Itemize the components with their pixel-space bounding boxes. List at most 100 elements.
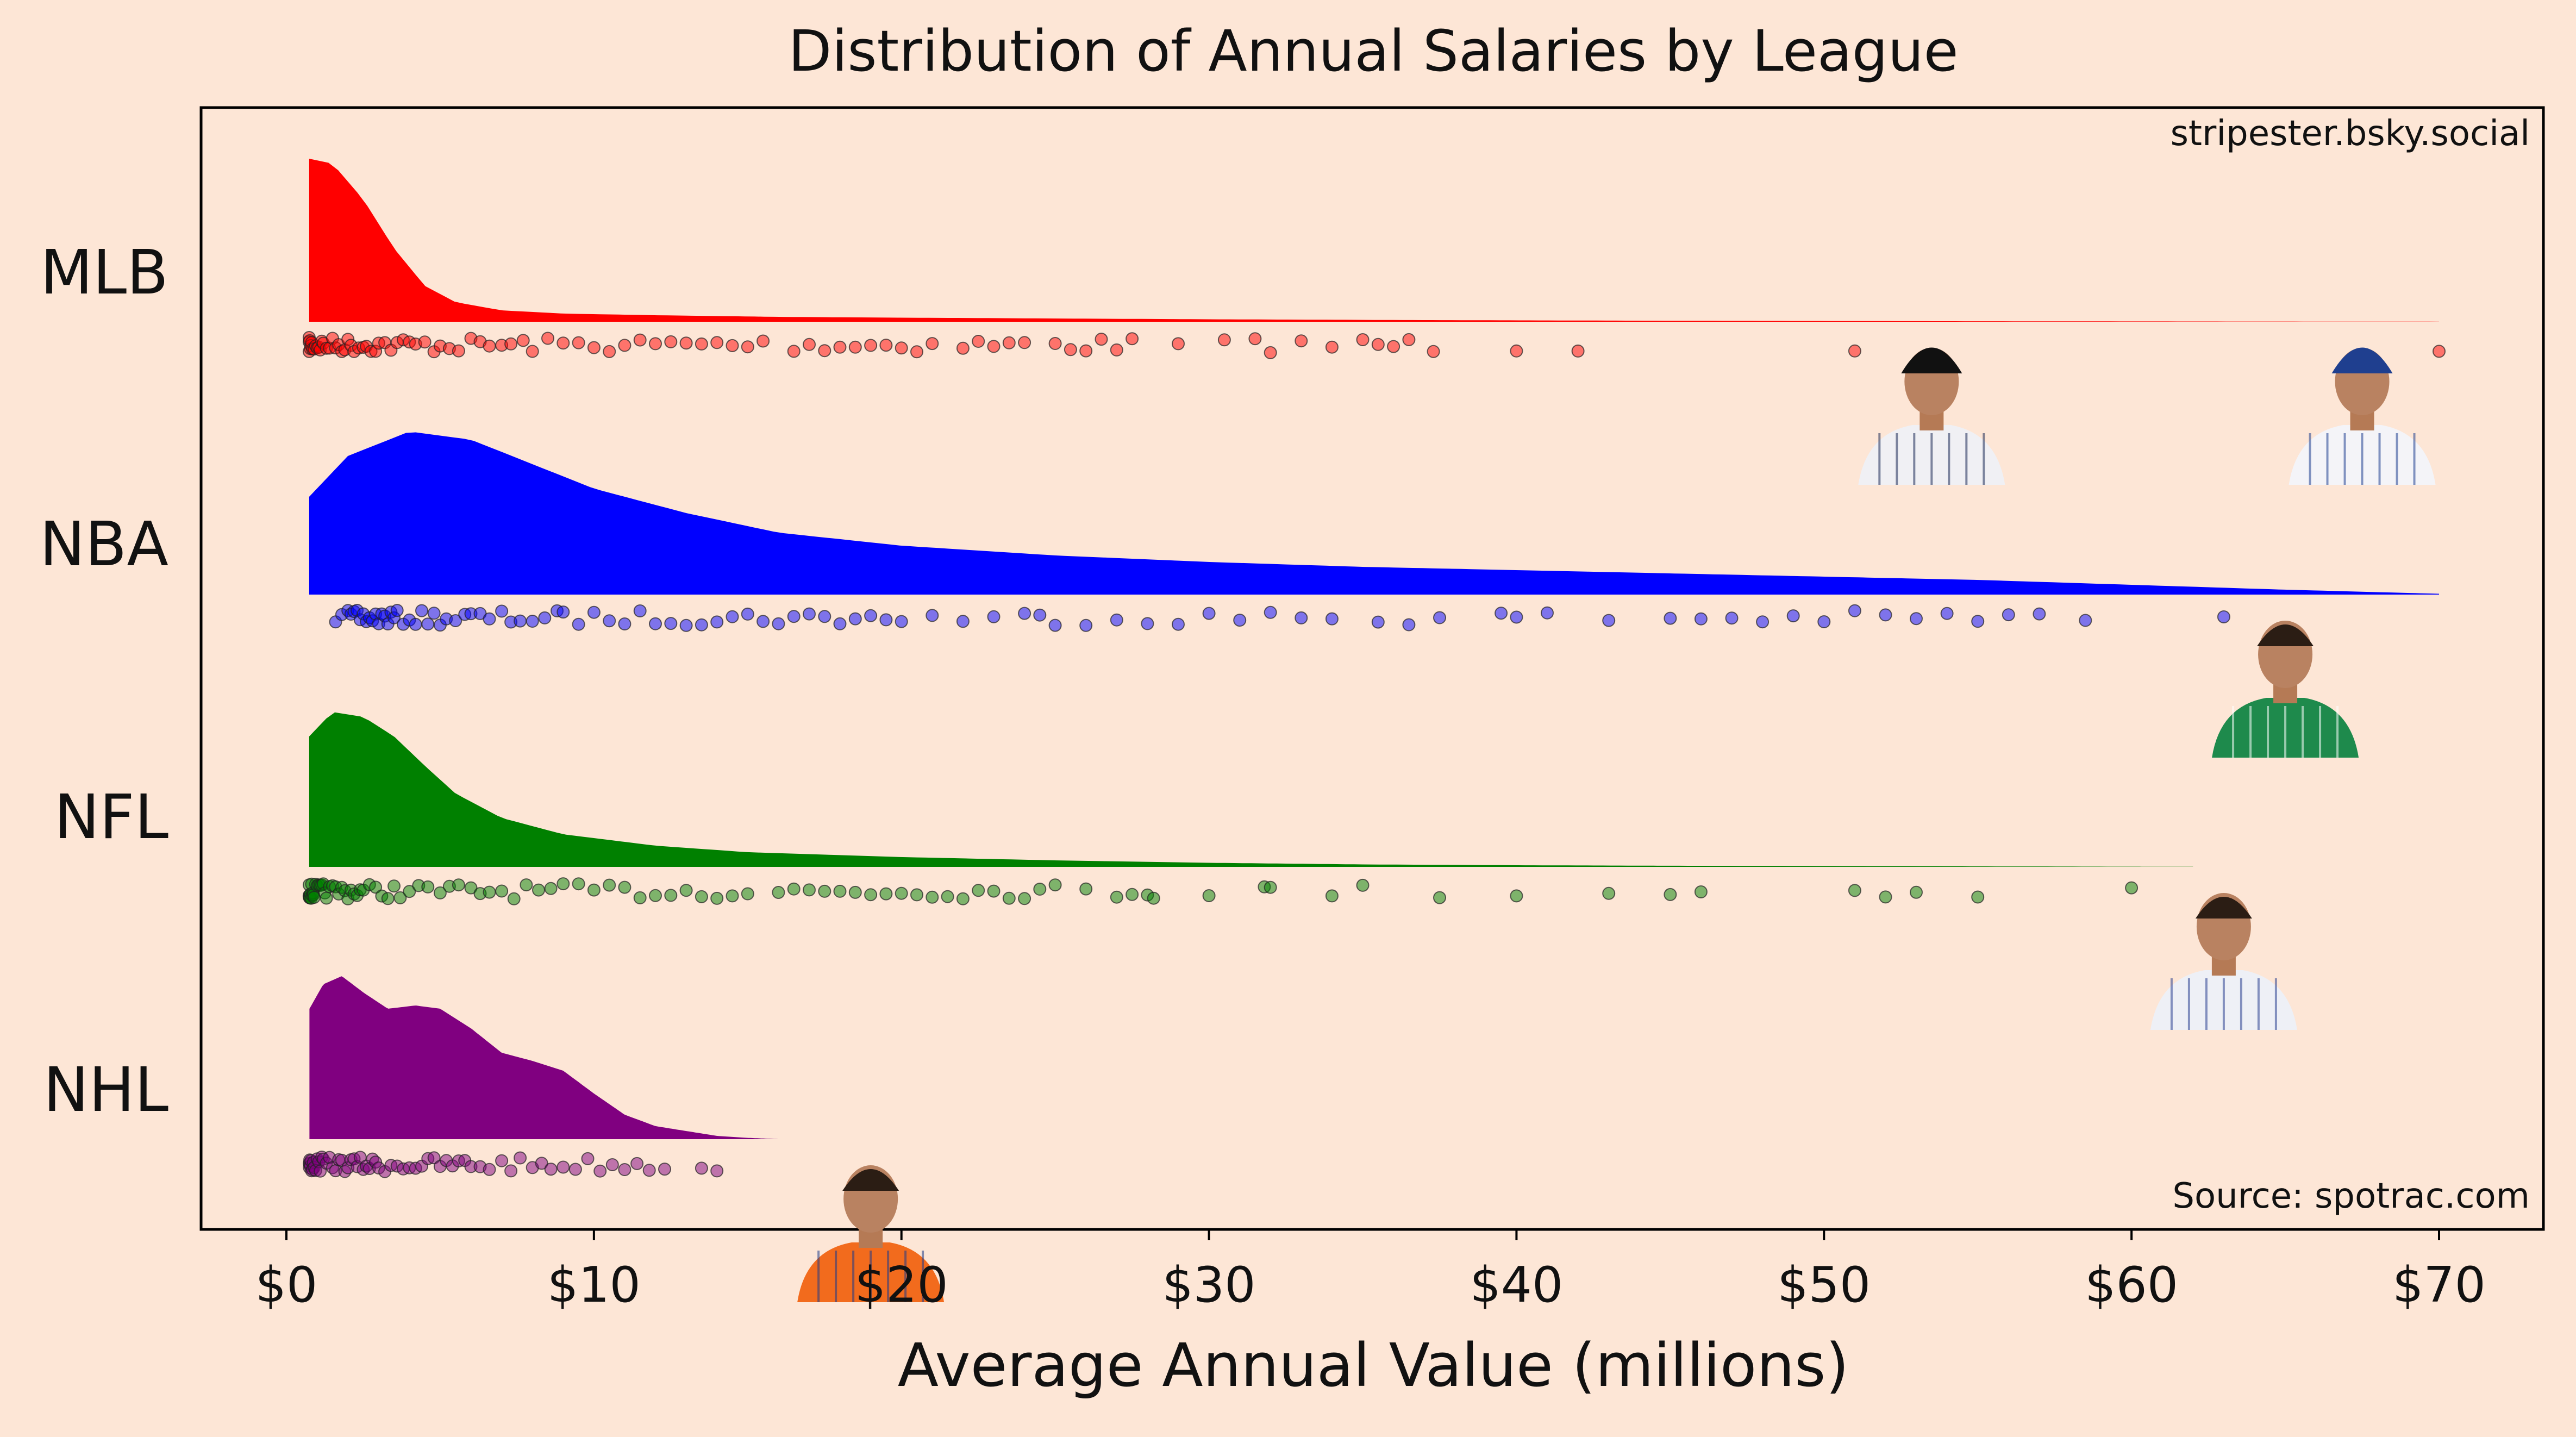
data-point xyxy=(895,341,908,355)
data-point xyxy=(695,890,708,903)
hair xyxy=(842,1169,899,1191)
data-point xyxy=(1879,890,1892,904)
data-point xyxy=(772,617,785,630)
data-point xyxy=(833,340,847,354)
data-point xyxy=(987,340,1001,353)
data-point xyxy=(421,617,435,631)
data-point xyxy=(495,1154,509,1167)
data-point xyxy=(541,332,554,345)
data-point xyxy=(1387,340,1400,353)
data-point xyxy=(695,1161,708,1175)
x-tick-label: $60 xyxy=(2085,1257,2178,1314)
data-point xyxy=(1664,611,1677,625)
data-point xyxy=(483,339,496,353)
data-point xyxy=(1048,618,1062,632)
data-point xyxy=(1510,344,1523,358)
data-point xyxy=(538,611,552,624)
data-point xyxy=(1018,892,1031,905)
data-point xyxy=(2033,607,2046,621)
data-point xyxy=(1110,613,1123,627)
data-point xyxy=(679,884,693,897)
data-point xyxy=(557,605,570,619)
data-point xyxy=(593,1164,607,1178)
data-point xyxy=(507,892,521,905)
chart-title: Distribution of Annual Salaries by Leagu… xyxy=(788,18,1958,84)
data-point xyxy=(658,1163,671,1176)
data-point xyxy=(1126,888,1139,901)
data-point xyxy=(1402,333,1416,346)
density-nba xyxy=(309,432,2440,595)
nhl-player-oilers-headshot xyxy=(797,1165,945,1302)
data-point xyxy=(1064,343,1077,357)
data-point xyxy=(1172,337,1185,351)
data-point xyxy=(710,336,724,349)
data-point xyxy=(772,886,785,899)
cap xyxy=(1901,347,1962,373)
data-point xyxy=(664,617,678,630)
data-point xyxy=(603,878,616,892)
data-point xyxy=(587,883,601,897)
data-point xyxy=(633,604,647,617)
x-tick-label: $40 xyxy=(1470,1257,1564,1314)
data-point xyxy=(787,610,801,623)
data-point xyxy=(1079,882,1093,896)
mlb-player-yankees-headshot xyxy=(1858,347,2005,485)
points-nhl xyxy=(303,1151,724,1178)
data-point xyxy=(2433,345,2446,358)
nfl-player-cowboys-headshot xyxy=(2150,893,2297,1030)
data-point xyxy=(1571,344,1585,358)
data-point xyxy=(1817,615,1831,628)
data-point xyxy=(848,612,862,626)
data-point xyxy=(1033,608,1047,622)
data-point xyxy=(421,880,435,894)
data-point xyxy=(1325,612,1339,626)
data-point xyxy=(1295,334,1308,348)
x-tick-label: $0 xyxy=(255,1257,318,1314)
data-point xyxy=(895,615,908,628)
data-point xyxy=(1202,889,1216,902)
data-point xyxy=(926,609,939,622)
data-point xyxy=(353,1151,367,1164)
data-point xyxy=(557,877,570,891)
data-point xyxy=(1202,607,1216,620)
data-point xyxy=(514,614,527,628)
x-axis: $0 $10 $20 $30 $40 $50 $60 $70 xyxy=(255,1229,2486,1314)
data-point xyxy=(1433,611,1446,624)
data-point xyxy=(956,892,970,905)
data-point xyxy=(1356,333,1370,346)
data-point xyxy=(1541,606,1554,620)
data-point xyxy=(1940,607,1954,620)
series-nba xyxy=(309,432,2440,632)
data-point xyxy=(433,886,447,899)
density-nfl xyxy=(309,712,2193,867)
data-point xyxy=(1910,612,1923,626)
data-point xyxy=(1033,883,1047,896)
data-point xyxy=(516,334,530,347)
data-point xyxy=(1264,346,1277,359)
series-mlb xyxy=(302,159,2446,359)
data-point xyxy=(1510,889,1523,903)
data-point xyxy=(803,883,816,897)
data-point xyxy=(1495,607,1508,620)
data-point xyxy=(452,878,465,892)
density-nhl xyxy=(309,976,779,1139)
watermark: stripester.bsky.social xyxy=(2171,114,2530,154)
data-point xyxy=(1325,340,1339,354)
data-point xyxy=(972,335,985,348)
data-point xyxy=(741,607,754,621)
data-point xyxy=(941,890,954,903)
data-point xyxy=(526,615,539,628)
data-point xyxy=(741,887,754,901)
data-point xyxy=(535,1157,548,1170)
data-point xyxy=(320,891,333,905)
data-point xyxy=(848,885,862,899)
data-point xyxy=(664,335,678,348)
points-nba xyxy=(329,604,2230,632)
data-point xyxy=(1126,332,1139,346)
data-point xyxy=(381,892,395,905)
data-point xyxy=(664,889,678,902)
cap xyxy=(2331,347,2393,373)
data-point xyxy=(1264,605,1277,619)
